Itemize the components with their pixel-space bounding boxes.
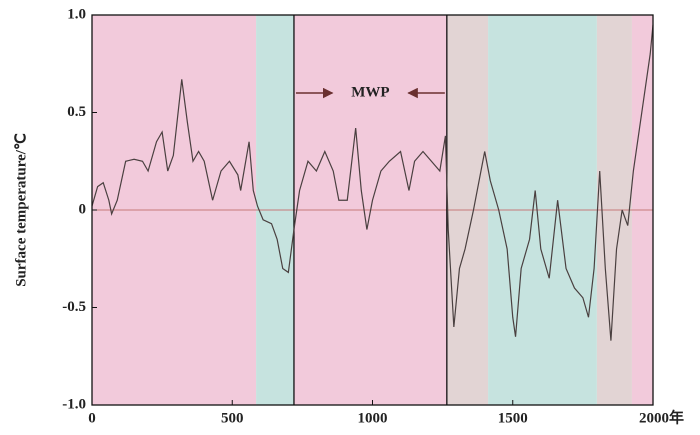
x-tick-label: 2000年 (639, 408, 684, 426)
x-tick-label: 500 (221, 410, 244, 426)
line (91, 24, 654, 341)
y-tick-label: -0.5 (62, 299, 86, 315)
annotation: MWP (351, 84, 389, 100)
x-tick-label: 0 (88, 410, 96, 426)
x-tick-label: 1000 (358, 410, 388, 426)
x-tick-label: 1500 (498, 410, 528, 426)
y-tick-label: 0 (79, 201, 87, 217)
y-tick-label: 0.5 (67, 104, 86, 120)
plot: MWP (91, 14, 654, 406)
y-tick-label: -1.0 (62, 396, 86, 412)
y-tick-label: 1.0 (67, 6, 86, 22)
y-axis-label: Surface temperature/℃ (13, 133, 29, 287)
